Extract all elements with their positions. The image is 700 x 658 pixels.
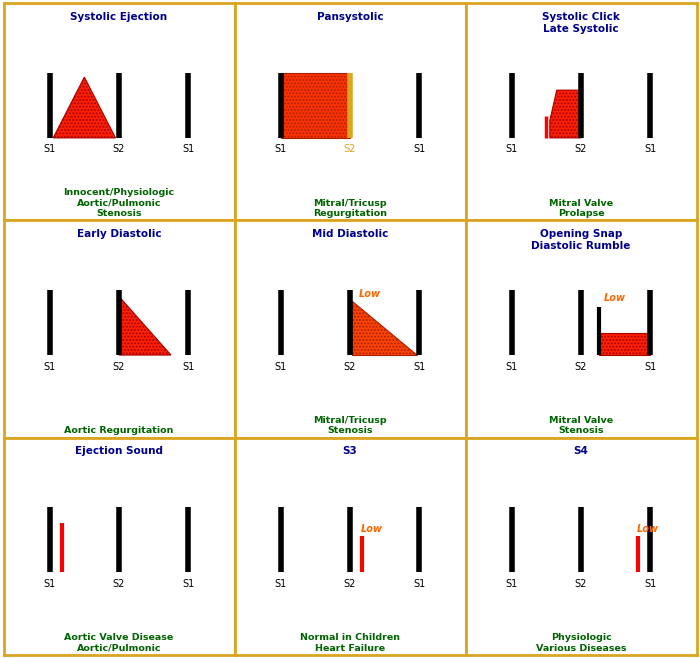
Text: S2: S2 (113, 361, 125, 372)
Text: S2: S2 (575, 579, 587, 589)
Polygon shape (119, 296, 171, 355)
Text: Mid Diastolic: Mid Diastolic (312, 229, 388, 239)
Text: S1: S1 (182, 579, 195, 589)
Text: Physiologic
Various Diseases: Physiologic Various Diseases (536, 633, 626, 653)
Text: S1: S1 (274, 144, 287, 155)
Text: S1: S1 (274, 579, 287, 589)
Text: Low: Low (360, 524, 382, 534)
Text: S1: S1 (505, 144, 518, 155)
Text: S1: S1 (413, 144, 426, 155)
Text: Ejection Sound: Ejection Sound (75, 446, 163, 456)
Text: Low: Low (636, 524, 659, 534)
Text: S2: S2 (344, 579, 356, 589)
Text: S2: S2 (113, 144, 125, 155)
Text: S2: S2 (575, 144, 587, 155)
Text: S3: S3 (342, 446, 358, 456)
Text: Opening Snap
Diastolic Rumble: Opening Snap Diastolic Rumble (531, 229, 631, 251)
Text: Mitral/Tricusp
Stenosis: Mitral/Tricusp Stenosis (313, 416, 387, 436)
Polygon shape (281, 73, 350, 138)
Text: S4: S4 (573, 446, 589, 456)
Polygon shape (599, 334, 650, 355)
Text: Early Diastolic: Early Diastolic (77, 229, 161, 239)
Text: S1: S1 (644, 361, 657, 372)
Text: Pansystolic: Pansystolic (316, 12, 384, 22)
Polygon shape (352, 301, 417, 355)
Text: S1: S1 (644, 579, 657, 589)
Polygon shape (550, 90, 581, 138)
Text: S1: S1 (413, 579, 426, 589)
Text: Low: Low (359, 289, 382, 299)
Text: S2: S2 (344, 361, 356, 372)
Text: S2: S2 (575, 361, 587, 372)
Text: Systolic Click
Late Systolic: Systolic Click Late Systolic (542, 12, 620, 34)
Text: S1: S1 (505, 361, 518, 372)
Text: Aortic Valve Disease
Aortic/Pulmonic: Aortic Valve Disease Aortic/Pulmonic (64, 633, 174, 653)
Text: Mitral Valve
Stenosis: Mitral Valve Stenosis (549, 416, 613, 436)
Text: S1: S1 (505, 579, 518, 589)
Text: Aortic Regurgitation: Aortic Regurgitation (64, 426, 174, 436)
Polygon shape (53, 77, 116, 138)
Text: Mitral/Tricusp
Regurgitation: Mitral/Tricusp Regurgitation (313, 199, 387, 218)
Text: S1: S1 (644, 144, 657, 155)
Text: S1: S1 (274, 361, 287, 372)
Text: S2: S2 (344, 144, 356, 155)
Text: S1: S1 (182, 361, 195, 372)
Text: S1: S1 (413, 361, 426, 372)
Text: Mitral Valve
Prolapse: Mitral Valve Prolapse (549, 199, 613, 218)
Text: Innocent/Physiologic
Aortic/Pulmonic
Stenosis: Innocent/Physiologic Aortic/Pulmonic Ste… (64, 188, 174, 218)
Text: S1: S1 (43, 361, 56, 372)
Text: Low: Low (604, 293, 626, 303)
Text: S1: S1 (43, 144, 56, 155)
Text: Systolic Ejection: Systolic Ejection (71, 12, 167, 22)
Text: Normal in Children
Heart Failure: Normal in Children Heart Failure (300, 633, 400, 653)
Text: S1: S1 (43, 579, 56, 589)
Text: S1: S1 (182, 144, 195, 155)
Text: S2: S2 (113, 579, 125, 589)
